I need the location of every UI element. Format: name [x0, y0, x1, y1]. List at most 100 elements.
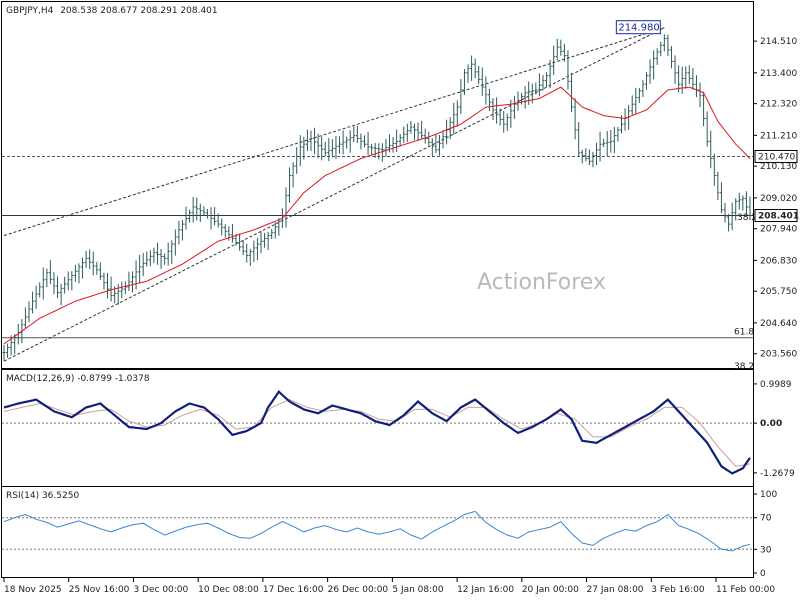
ohlc-bar [370, 143, 374, 155]
price-box-label: 210.470 [758, 152, 795, 162]
ohlc-bar [441, 130, 445, 149]
ohlc-bar [6, 343, 10, 358]
rsi-title: RSI(14) 36.5250 [6, 491, 79, 501]
ohlc-bar [84, 250, 88, 268]
ohlc-bar [712, 153, 716, 186]
ohlc-bar [744, 191, 748, 217]
ohlc-bar [409, 120, 413, 134]
ohlc-bar [220, 218, 224, 236]
ohlc-bar [188, 209, 192, 223]
macd-tick-label: 0.9989 [760, 380, 792, 390]
price-tick-label: 205.750 [760, 287, 797, 297]
ohlc-bar [377, 143, 381, 160]
channel-upper-line [3, 27, 665, 237]
ohlc-bar [473, 58, 477, 79]
ohlc-bar [363, 135, 367, 148]
ohlc-bar [416, 122, 420, 142]
ohlc-bar [2, 344, 6, 362]
moving-average-line [3, 86, 751, 345]
ohlc-bar [198, 203, 202, 222]
rsi-tick-label: 70 [760, 514, 772, 524]
ohlc-bar [330, 139, 334, 158]
ohlc-bar [259, 231, 263, 254]
macd-tick-label: 0.00 [760, 419, 782, 429]
fib-label: 61.8 [734, 328, 754, 338]
ohlc-bar [462, 69, 466, 95]
ohlc-bar [373, 143, 377, 158]
ohlc-bar [673, 55, 677, 84]
ohlc-bar [173, 229, 177, 256]
ohlc-bar [345, 136, 349, 149]
ohlc-bar [420, 120, 424, 140]
ohlc-bar [737, 192, 741, 210]
ohlc-bar [459, 79, 463, 115]
x-tick-label: 25 Nov 16:00 [69, 585, 130, 595]
price-pane-frame [1, 1, 754, 369]
ohlc-bar [480, 67, 484, 97]
ohlc-bar [577, 122, 581, 157]
ohlc-bar [687, 65, 691, 84]
ohlc-bar [402, 126, 406, 144]
ohlc-bar [573, 98, 577, 140]
ohlc-bar [587, 149, 591, 166]
ohlc-bar [605, 131, 609, 157]
ohlc-bar [691, 67, 695, 90]
ohlc-bar [41, 267, 45, 300]
ohlc-bar [512, 96, 516, 119]
x-tick-label: 3 Feb 16:00 [651, 585, 705, 595]
ohlc-bar [27, 301, 31, 323]
price-tick-label: 206.830 [760, 256, 797, 266]
ohlc-bar [727, 214, 731, 232]
x-tick-label: 26 Dec 00:00 [328, 585, 389, 595]
price-tick-label: 203.560 [760, 350, 797, 360]
ohlc-bar [295, 147, 299, 174]
macd-signal-line [3, 399, 751, 467]
ohlc-bar [209, 207, 213, 230]
ohlc-bar [505, 113, 509, 131]
ohlc-bar [48, 260, 52, 285]
rsi-line [3, 510, 751, 552]
high-label: 214.980 [618, 23, 659, 34]
ohlc-bar [684, 66, 688, 89]
ohlc-bar [502, 111, 506, 133]
ohlc-bar [316, 133, 320, 159]
ohlc-bar [177, 221, 181, 245]
ohlc-bar [91, 251, 95, 276]
ohlc-bar [559, 39, 563, 56]
ohlc-bar [305, 129, 309, 152]
ohlc-bar [545, 72, 549, 87]
ohlc-bar [216, 213, 220, 228]
ohlc-bar [38, 282, 42, 298]
ohlc-bar [548, 59, 552, 89]
ohlc-bar [34, 285, 38, 309]
high-label-box [615, 20, 661, 35]
ohlc-bar [612, 127, 616, 154]
macd-layer [2, 390, 753, 475]
ohlc-bar [302, 136, 306, 160]
price-tick-label: 204.640 [760, 319, 797, 329]
ohlc-bar [70, 271, 74, 291]
ohlc-bar [520, 92, 524, 105]
ohlc-bar [13, 333, 17, 355]
ohlc-bar [202, 206, 206, 216]
ohlc-bar [648, 59, 652, 84]
ohlc-bar [405, 123, 409, 143]
ohlc-bar [477, 65, 481, 84]
ohlc-bar [23, 307, 27, 329]
ohlc-bar [584, 148, 588, 162]
ohlc-bar [562, 43, 566, 62]
ohlc-bar [748, 196, 752, 220]
fib-label: 38.2 [737, 213, 757, 223]
ohlc-bar [163, 253, 167, 265]
ohlc-bar [145, 251, 149, 267]
ohlc-bar [427, 131, 431, 146]
ohlc-bar [56, 276, 60, 299]
ohlc-bar [313, 127, 317, 155]
ohlc-bars [2, 34, 752, 362]
ohlc-bar [455, 100, 459, 127]
ohlc-bar [106, 272, 110, 299]
ohlc-bar [270, 228, 274, 240]
ohlc-bar [63, 276, 67, 294]
ohlc-bar [391, 137, 395, 153]
